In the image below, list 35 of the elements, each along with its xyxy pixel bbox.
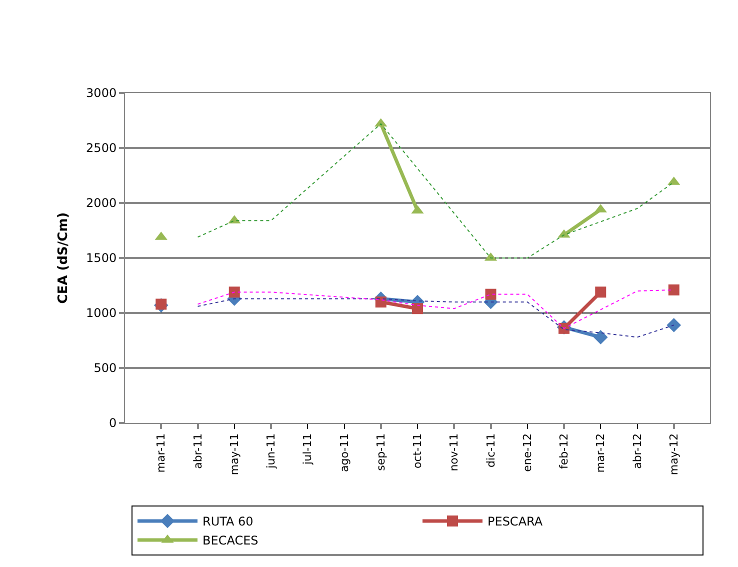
legend-label: PESCARA (488, 514, 544, 529)
x-tick-label: may-12 (667, 433, 680, 476)
point (668, 284, 680, 296)
point (595, 286, 606, 298)
point (156, 298, 167, 310)
x-tick-label: sep-11 (374, 433, 388, 471)
x-tick-label: oct-11 (411, 433, 424, 468)
x-tick-label: abr-12 (630, 433, 644, 469)
point (666, 318, 682, 332)
point (593, 330, 608, 344)
x-tick-label: mar-11 (154, 433, 168, 473)
y-tick-label: 500 (94, 361, 117, 376)
x-tick-label: ene-12 (520, 433, 534, 472)
x-tick-label: dic-11 (484, 433, 498, 468)
x-tick-label: nov-11 (448, 433, 461, 472)
x-tick-label: abr-11 (191, 433, 204, 469)
x-tick-label: may-11 (228, 433, 241, 476)
x-tick-label: feb-12 (558, 433, 571, 469)
x-tick-label: jun-11 (264, 433, 278, 470)
x-tick-label: jul-11 (301, 433, 314, 466)
y-tick-label: 2000 (86, 196, 117, 210)
legend-label: RUTA 60 (202, 514, 254, 529)
y-tick-label: 3000 (86, 86, 117, 100)
y-tick-label: 1500 (86, 251, 117, 266)
y-axis-title: CEA (dS/Cm) (56, 212, 72, 304)
x-tick-label: mar-12 (594, 433, 608, 473)
legend-label: BECACES (202, 534, 258, 548)
y-tick-label: 0 (108, 416, 117, 430)
point (485, 288, 496, 300)
point (228, 286, 240, 298)
point (375, 296, 386, 308)
x-tick-label: ago-11 (338, 433, 351, 472)
y-tick-label: 2500 (86, 141, 117, 156)
point (412, 303, 423, 314)
y-tick-label: 1000 (86, 306, 117, 320)
